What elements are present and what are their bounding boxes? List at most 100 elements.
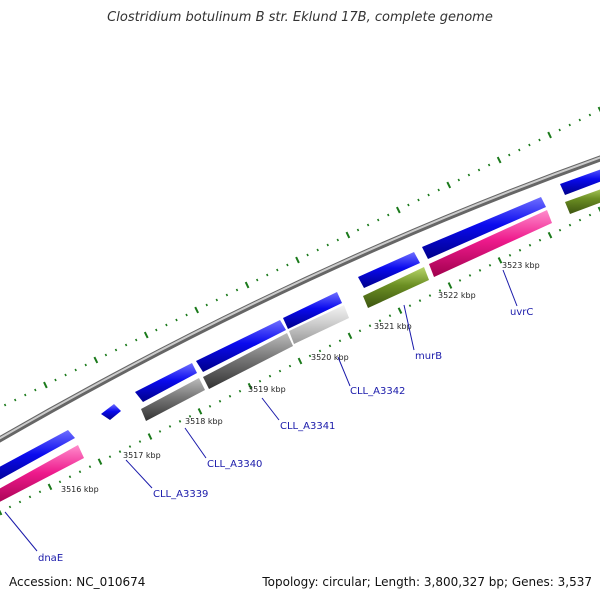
major-tick bbox=[93, 356, 99, 364]
cds-feature bbox=[422, 197, 546, 259]
minor-tick bbox=[235, 288, 239, 292]
minor-tick bbox=[178, 420, 182, 423]
major-tick bbox=[597, 106, 600, 113]
minor-tick bbox=[278, 369, 282, 373]
major-tick bbox=[597, 206, 600, 213]
major-tick bbox=[447, 282, 453, 289]
minor-tick bbox=[528, 143, 531, 147]
minor-tick bbox=[134, 338, 138, 342]
minor-tick bbox=[558, 128, 561, 132]
minor-tick bbox=[437, 188, 440, 192]
gene-label-dnaE: dnaE bbox=[38, 553, 63, 564]
kbp-label: 3518 kbp bbox=[185, 417, 223, 426]
minor-tick bbox=[114, 348, 118, 352]
gray-feature bbox=[141, 378, 205, 421]
minor-tick bbox=[38, 490, 42, 494]
major-tick bbox=[446, 181, 452, 189]
minor-tick bbox=[268, 374, 272, 378]
major-tick bbox=[43, 381, 48, 389]
cds-feature bbox=[101, 404, 121, 420]
minor-tick bbox=[288, 364, 292, 368]
major-tick bbox=[496, 156, 502, 164]
gray-feature bbox=[203, 333, 293, 389]
major-tick bbox=[0, 509, 3, 516]
minor-tick bbox=[328, 344, 332, 348]
major-tick bbox=[194, 306, 199, 314]
minor-tick bbox=[528, 243, 532, 247]
minor-tick bbox=[74, 368, 77, 372]
minor-tick bbox=[578, 218, 582, 222]
major-tick bbox=[147, 433, 153, 440]
green-feature bbox=[565, 189, 600, 214]
minor-tick bbox=[208, 404, 212, 408]
minor-tick bbox=[518, 248, 522, 252]
minor-tick bbox=[418, 299, 422, 302]
minor-tick bbox=[326, 243, 329, 247]
minor-tick bbox=[28, 495, 32, 499]
minor-tick bbox=[558, 228, 562, 232]
accession-text: Accession: NC_010674 bbox=[9, 575, 146, 589]
major-tick bbox=[345, 231, 351, 239]
minor-tick bbox=[168, 425, 172, 428]
minor-tick bbox=[477, 168, 481, 172]
cds-feature bbox=[0, 430, 75, 480]
major-tick bbox=[497, 257, 503, 264]
kbp-label: 3517 kbp bbox=[123, 451, 161, 460]
cds-feature bbox=[560, 169, 600, 195]
minor-tick bbox=[338, 339, 342, 343]
major-tick bbox=[347, 332, 353, 340]
kbp-labels: 3516 kbp 3517 kbp 3518 kbp 3519 kbp 3520… bbox=[61, 261, 540, 494]
minor-tick bbox=[538, 138, 541, 142]
minor-tick bbox=[488, 264, 492, 267]
major-tick bbox=[396, 206, 401, 214]
minor-tick bbox=[457, 178, 461, 182]
genome-summary-text: Topology: circular; Length: 3,800,327 bp… bbox=[262, 575, 592, 589]
minor-tick bbox=[188, 415, 192, 418]
major-tick bbox=[97, 458, 103, 465]
minor-tick bbox=[128, 445, 132, 448]
major-tick bbox=[547, 131, 552, 139]
minor-tick bbox=[228, 394, 232, 398]
minor-tick bbox=[84, 363, 87, 367]
major-tick bbox=[47, 483, 53, 491]
minor-tick bbox=[427, 193, 430, 197]
kbp-label: 3519 kbp bbox=[248, 385, 286, 394]
gene-labels: dnaE CLL_A3339 CLL_A3340 CLL_A3341 CLL_A… bbox=[38, 307, 533, 564]
kbp-label: 3520 kbp bbox=[311, 353, 349, 362]
major-tick bbox=[397, 307, 403, 314]
cds-feature bbox=[283, 292, 342, 329]
genome-backbone bbox=[0, 155, 600, 443]
minor-tick bbox=[108, 455, 112, 458]
minor-tick bbox=[13, 398, 17, 402]
minor-tick bbox=[478, 269, 482, 272]
minor-tick bbox=[508, 253, 512, 257]
gene-label-cll-a3341: CLL_A3341 bbox=[280, 421, 335, 432]
kbp-label: 3523 kbp bbox=[502, 261, 540, 270]
cds-feature bbox=[135, 363, 197, 402]
minor-tick bbox=[58, 480, 62, 484]
minor-tick bbox=[64, 373, 67, 377]
major-tick bbox=[197, 408, 203, 415]
minor-tick bbox=[538, 238, 542, 242]
minor-tick bbox=[316, 248, 319, 252]
minor-tick bbox=[408, 304, 412, 307]
minor-tick bbox=[175, 318, 178, 322]
pink-feature bbox=[429, 210, 552, 277]
kbp-label: 3521 kbp bbox=[374, 322, 412, 331]
minor-tick bbox=[3, 403, 7, 407]
minor-tick bbox=[165, 323, 168, 327]
minor-tick bbox=[218, 399, 222, 403]
minor-tick bbox=[225, 293, 229, 297]
minor-tick bbox=[378, 319, 382, 323]
minor-tick bbox=[407, 203, 410, 207]
minor-tick bbox=[124, 343, 128, 347]
outer-tick-ring bbox=[3, 106, 600, 407]
minor-tick bbox=[468, 274, 472, 277]
major-tick bbox=[247, 382, 253, 390]
gene-label-cll-a3340: CLL_A3340 bbox=[207, 459, 262, 470]
minor-tick bbox=[215, 298, 219, 302]
inner-tick-ring bbox=[0, 206, 600, 516]
minor-tick bbox=[518, 148, 521, 152]
minor-tick bbox=[388, 314, 392, 318]
